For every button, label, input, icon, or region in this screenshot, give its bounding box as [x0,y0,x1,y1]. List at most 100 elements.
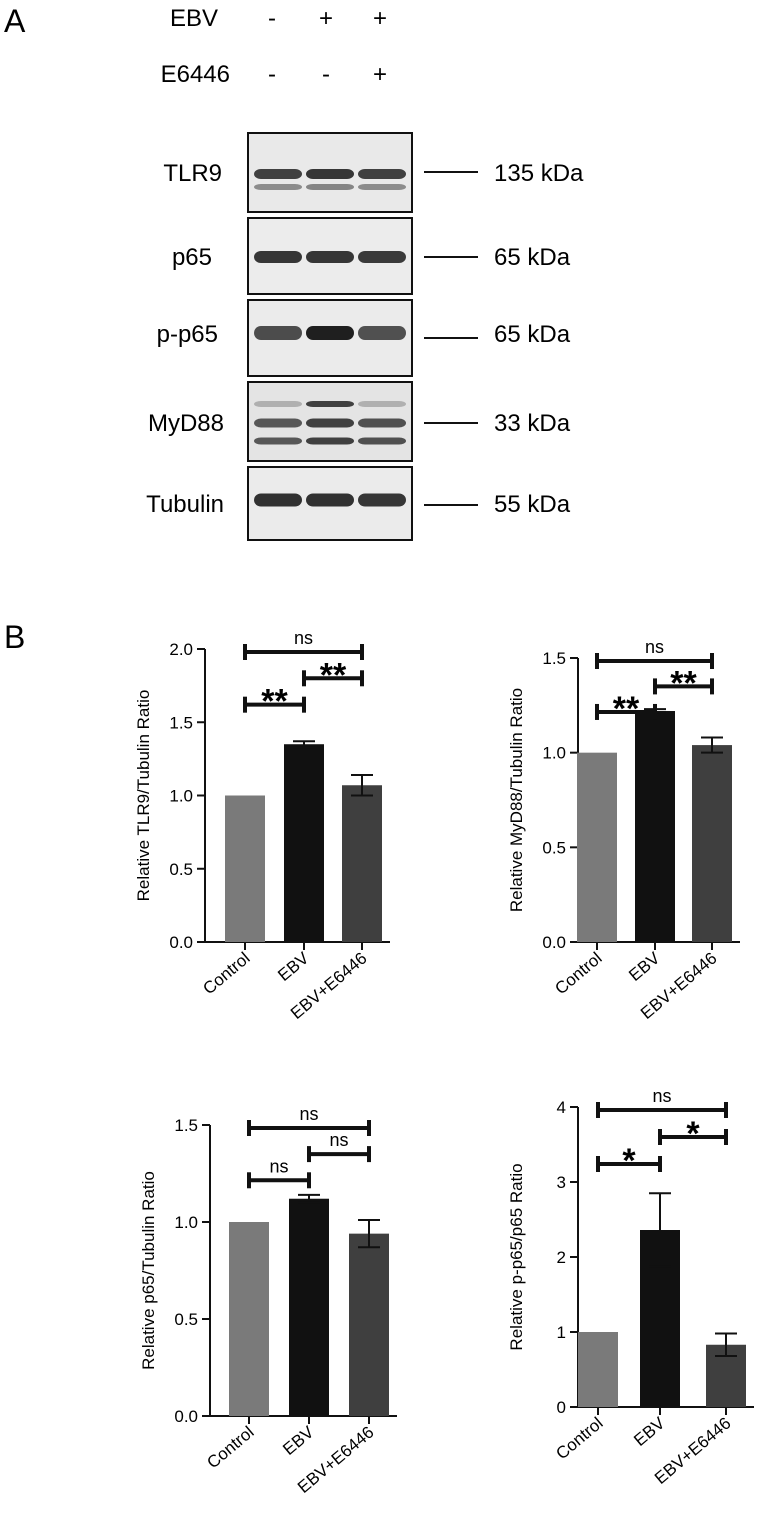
y-tick-label: 1.0 [169,787,193,806]
y-tick-label: 1.5 [169,713,193,732]
bar [578,1332,618,1407]
condition-sign: + [373,5,387,32]
bar [289,1198,329,1416]
significance-label: ns [329,1130,348,1150]
blot-band [358,184,406,190]
chart-myd88-ratio: 0.0 0.5 1.0 1.5 Relative MyD88/Tubulin Ratio… [507,637,740,1023]
x-tick-label: Control [551,949,605,999]
blot-band [254,418,302,428]
significance-label: ns [269,1156,288,1176]
significance-label: ** [320,656,347,694]
condition-row-e6446: E6446 - - + [161,61,387,88]
condition-sign: + [319,5,333,32]
blot-tubulin: Tubulin 55 kDa [146,466,571,541]
significance-label: ** [670,664,697,702]
blot-band [358,326,406,340]
blot-p65: p65 65 kDa [172,217,571,295]
y-tick-label: 1.0 [174,1213,198,1232]
y-tick-label: 1.0 [542,744,566,763]
x-tick-label: EBV [274,948,313,985]
blot-band [306,251,354,263]
y-tick-label: 1 [557,1323,566,1342]
condition-sign: - [268,61,276,88]
blot-band [306,418,354,428]
y-tick-label: 0.0 [169,933,193,952]
size-label: 55 kDa [494,491,571,518]
bar [225,795,265,942]
protein-label: MyD88 [148,410,224,437]
blot-band [254,251,302,263]
blot-myd88: MyD88 33 kDa [148,381,571,462]
y-tick-label: 2.0 [169,640,193,659]
blot-band [306,169,354,179]
panel-a-label: A [4,3,26,39]
condition-sign: - [268,5,276,32]
blot-bands [254,169,406,190]
y-tick-label: 1.5 [542,649,566,668]
blot-band [358,401,406,407]
y-axis-title: Relative p65/Tubulin Ratio [139,1171,158,1370]
condition-label-e6446: E6446 [161,61,230,88]
protein-label: TLR9 [163,160,222,187]
bar [692,745,732,942]
y-axis-title: Relative p-p65/p65 Ratio [507,1163,526,1350]
significance-label: ns [294,628,313,648]
y-axis-title: Relative TLR9/Tubulin Ratio [134,690,153,902]
y-tick-label: 4 [557,1098,566,1117]
size-label: 33 kDa [494,410,571,437]
y-tick-label: 1.5 [174,1116,198,1135]
x-tick-label: Control [552,1414,606,1464]
chart-tlr9-ratio: 0.0 0.5 1.0 1.5 2.0 Relative TLR9/Tubulin Rat… [134,628,390,1023]
bar [635,711,675,942]
blot-tlr9: TLR9 135 kDa [163,132,584,213]
y-tick-label: 3 [557,1173,566,1192]
blot-band [254,493,302,507]
blot-band [254,169,302,179]
size-label: 65 kDa [494,321,571,348]
bar [284,744,324,942]
panel-b-label: B [4,619,25,655]
blot-bands [254,401,406,445]
blot-band [254,437,302,445]
blot-band [306,326,354,340]
blot-band [306,184,354,190]
x-tick-label: Control [199,949,253,999]
blot-band [358,437,406,445]
significance-label: ns [645,637,664,657]
x-tick-label: EBV [630,1413,669,1450]
significance-label: ns [299,1104,318,1124]
bar [229,1222,269,1416]
significance-label: * [686,1115,700,1153]
blot-bands [254,493,406,507]
x-tick-label: EBV [625,948,664,985]
blot-band [306,401,354,407]
bar [349,1233,389,1416]
condition-sign: - [322,61,330,88]
blot-band [306,493,354,507]
y-tick-label: 0.5 [174,1310,198,1329]
significance-label: ns [652,1086,671,1106]
blot-band [254,184,302,190]
condition-row-ebv: EBV - + + [170,5,387,32]
bar [342,785,382,942]
significance-label: ** [613,690,640,728]
y-axis-title: Relative MyD88/Tubulin Ratio [507,688,526,912]
size-label: 65 kDa [494,244,571,271]
y-tick-label: 0 [557,1398,566,1417]
y-tick-label: 0.5 [542,838,566,857]
x-tick-label: EBV [279,1422,318,1459]
y-tick-label: 2 [557,1248,566,1267]
condition-sign: + [373,61,387,88]
y-tick-label: 0.0 [542,933,566,952]
significance-label: ** [261,683,288,721]
blot-bands [254,326,406,340]
blot-band [358,493,406,507]
bar [577,752,617,942]
y-tick-label: 0.5 [169,860,193,879]
x-tick-label: Control [203,1423,257,1473]
size-label: 135 kDa [494,160,584,187]
blot-bands [254,251,406,263]
blot-p-p65: p-p65 65 kDa [157,299,571,377]
